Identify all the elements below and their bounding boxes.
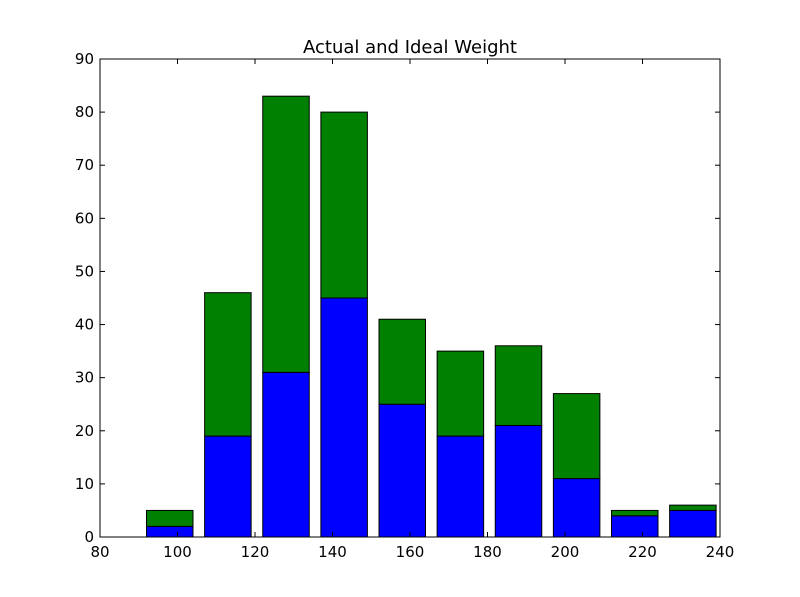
y-tick-label: 60 <box>75 209 94 227</box>
bar-series1-8 <box>552 478 601 538</box>
y-tick-label: 20 <box>75 422 94 440</box>
x-tick-label: 180 <box>473 543 502 561</box>
y-tick-label: 30 <box>75 369 94 387</box>
x-tick-label: 200 <box>551 543 580 561</box>
x-tick-label: 80 <box>90 543 109 561</box>
x-tick-label: 220 <box>628 543 657 561</box>
y-tick-label: 50 <box>75 262 94 280</box>
bar-group <box>146 95 717 538</box>
chart-title: Actual and Ideal Weight <box>303 37 517 58</box>
bar-series1-6 <box>436 435 485 538</box>
y-tick-label: 80 <box>75 103 94 121</box>
bar-series1-7 <box>494 424 543 538</box>
bar-series2-3 <box>262 95 310 373</box>
y-tick-label: 0 <box>84 528 94 546</box>
bar-series2-7 <box>494 345 543 426</box>
y-tick-label: 70 <box>75 156 94 174</box>
bar-series1-3 <box>262 371 310 538</box>
bar-series1-1 <box>146 525 194 538</box>
y-tick-label: 90 <box>75 50 94 68</box>
bar-series2-1 <box>146 509 194 527</box>
bar-series1-5 <box>378 403 426 538</box>
x-tick-label: 240 <box>706 543 735 561</box>
bar-series2-2 <box>204 292 252 437</box>
bar-series2-4 <box>320 111 368 299</box>
bar-series1-4 <box>320 297 368 538</box>
bar-series2-10 <box>669 504 717 511</box>
y-tick-label: 10 <box>75 475 94 493</box>
x-tick-label: 120 <box>241 543 270 561</box>
y-tick-label: 40 <box>75 316 94 334</box>
bar-series1-9 <box>611 515 659 538</box>
x-tick-label: 140 <box>318 543 347 561</box>
tick-group: 80 100 120 140 160 180 200 220 240 0 10 20 30 40 50 60 7… <box>75 50 734 561</box>
bar-series2-8 <box>552 393 601 480</box>
x-tick-label: 100 <box>163 543 192 561</box>
bar-series2-5 <box>378 318 426 405</box>
bar-series2-6 <box>436 350 485 437</box>
bar-series2-9 <box>611 509 659 517</box>
bar-series1-2 <box>204 435 252 538</box>
bar-series1-10 <box>669 509 717 538</box>
x-tick-label: 160 <box>396 543 425 561</box>
